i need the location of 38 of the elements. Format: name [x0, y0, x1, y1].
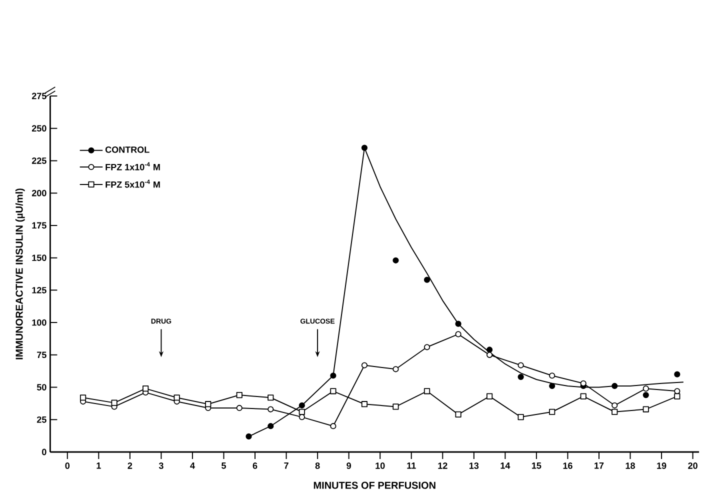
y-tick-label: 25: [36, 416, 46, 423]
x-tick-label: 17: [594, 462, 604, 469]
x-tick-label: 1: [96, 462, 101, 469]
y-tick-label: 175: [32, 222, 46, 229]
x-axis-title: MINUTES OF PERFUSION: [314, 482, 436, 489]
x-tick-label: 15: [532, 462, 542, 469]
y-tick-label: 50: [36, 384, 46, 390]
x-tick-label: 4: [190, 462, 195, 469]
x-tick-label: 11: [407, 462, 416, 469]
x-tick-label: 2: [128, 462, 132, 469]
x-tick-label: 14: [500, 462, 510, 469]
y-tick-label: 250: [32, 125, 46, 132]
y-tick-label: 225: [32, 158, 46, 164]
legend-label: FPZ 5x10$^{-4}$ M: [106, 180, 160, 188]
x-tick-label: 12: [438, 462, 448, 469]
x-tick-label: 19: [657, 462, 666, 469]
x-tick-label: 8: [315, 462, 320, 469]
y-tick-label: 0: [42, 448, 46, 456]
x-tick-label: 20: [688, 462, 698, 469]
y-tick-label: 75: [37, 352, 46, 358]
legend-label: FPZ 1x10$^{-4}$ M: [106, 162, 160, 170]
y-tick-label: 150: [32, 254, 46, 262]
x-tick-label: 5: [222, 462, 226, 469]
x-tick-label: 16: [563, 462, 572, 469]
y-tick-label: 125: [32, 286, 46, 294]
y-tick-label: 275: [32, 92, 46, 100]
x-tick-label: 10: [376, 462, 385, 469]
y-axis-title: IMMUNOREACTIVE INSULIN (µU/ml): [15, 188, 25, 360]
x-tick-label: 3: [158, 462, 164, 469]
x-tick-label: 18: [626, 462, 635, 469]
x-tick-label: 13: [469, 462, 479, 469]
x-tick-label: 9: [346, 462, 351, 469]
legend-label: CONTROL: [105, 146, 150, 153]
x-tick-label: 6: [252, 462, 258, 469]
y-tick-label: 200: [32, 190, 46, 196]
x-tick-label: 7: [284, 462, 288, 469]
y-tick-label: 100: [32, 319, 46, 326]
x-tick-label: 0: [65, 462, 70, 469]
